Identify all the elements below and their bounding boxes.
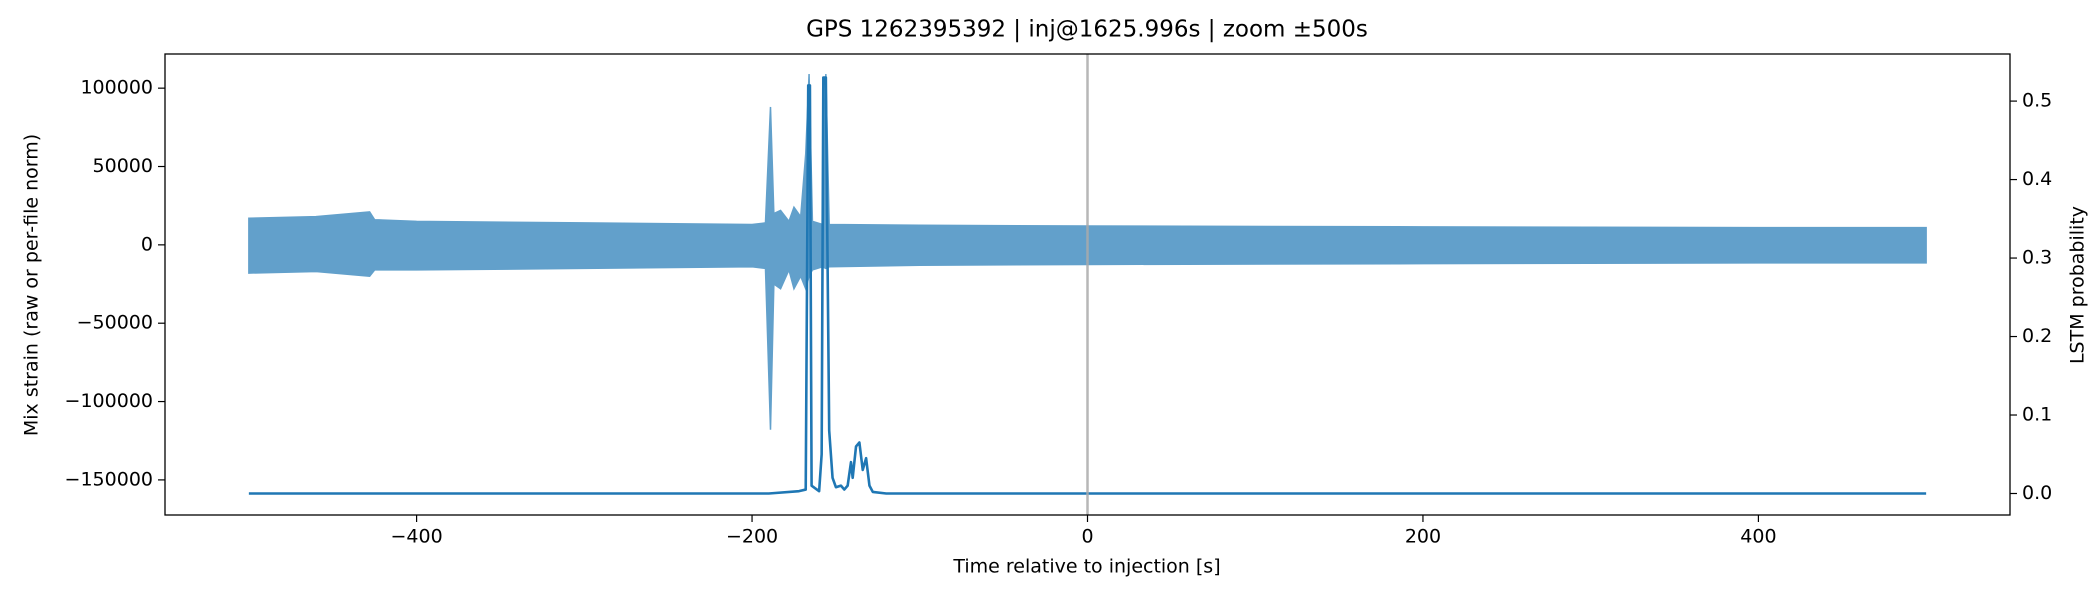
y-tick-label: 100000	[80, 77, 153, 99]
y-tick-label: 0	[141, 233, 153, 255]
chart-title: GPS 1262395392 | inj@1625.996s | zoom ±5…	[806, 17, 1368, 43]
y-tick-label: 50000	[93, 155, 153, 177]
x-tick-label: 0	[1081, 526, 1093, 548]
y2-tick-label: 0.5	[2022, 90, 2052, 112]
probability-line	[248, 76, 1927, 495]
y-tick-label: −150000	[65, 468, 153, 490]
x-axis-label: Time relative to injection [s]	[952, 556, 1220, 578]
x-tick-label: −200	[726, 526, 778, 548]
y-tick-label: −100000	[65, 390, 153, 412]
y-tick-label: −50000	[77, 312, 153, 334]
y2-axis-label: LSTM probability	[2067, 206, 2089, 364]
y-axis-label: Mix strain (raw or per-file norm)	[21, 134, 43, 436]
y2-tick-label: 0.0	[2022, 482, 2052, 504]
x-tick-label: −400	[390, 526, 442, 548]
x-tick-label: 400	[1740, 526, 1776, 548]
y2-tick-label: 0.4	[2022, 168, 2052, 190]
y2-tick-label: 0.1	[2022, 404, 2052, 426]
x-tick-label: 200	[1405, 526, 1441, 548]
plot-frame	[164, 53, 2011, 516]
y2-tick-label: 0.3	[2022, 247, 2052, 269]
y2-tick-label: 0.2	[2022, 325, 2052, 347]
